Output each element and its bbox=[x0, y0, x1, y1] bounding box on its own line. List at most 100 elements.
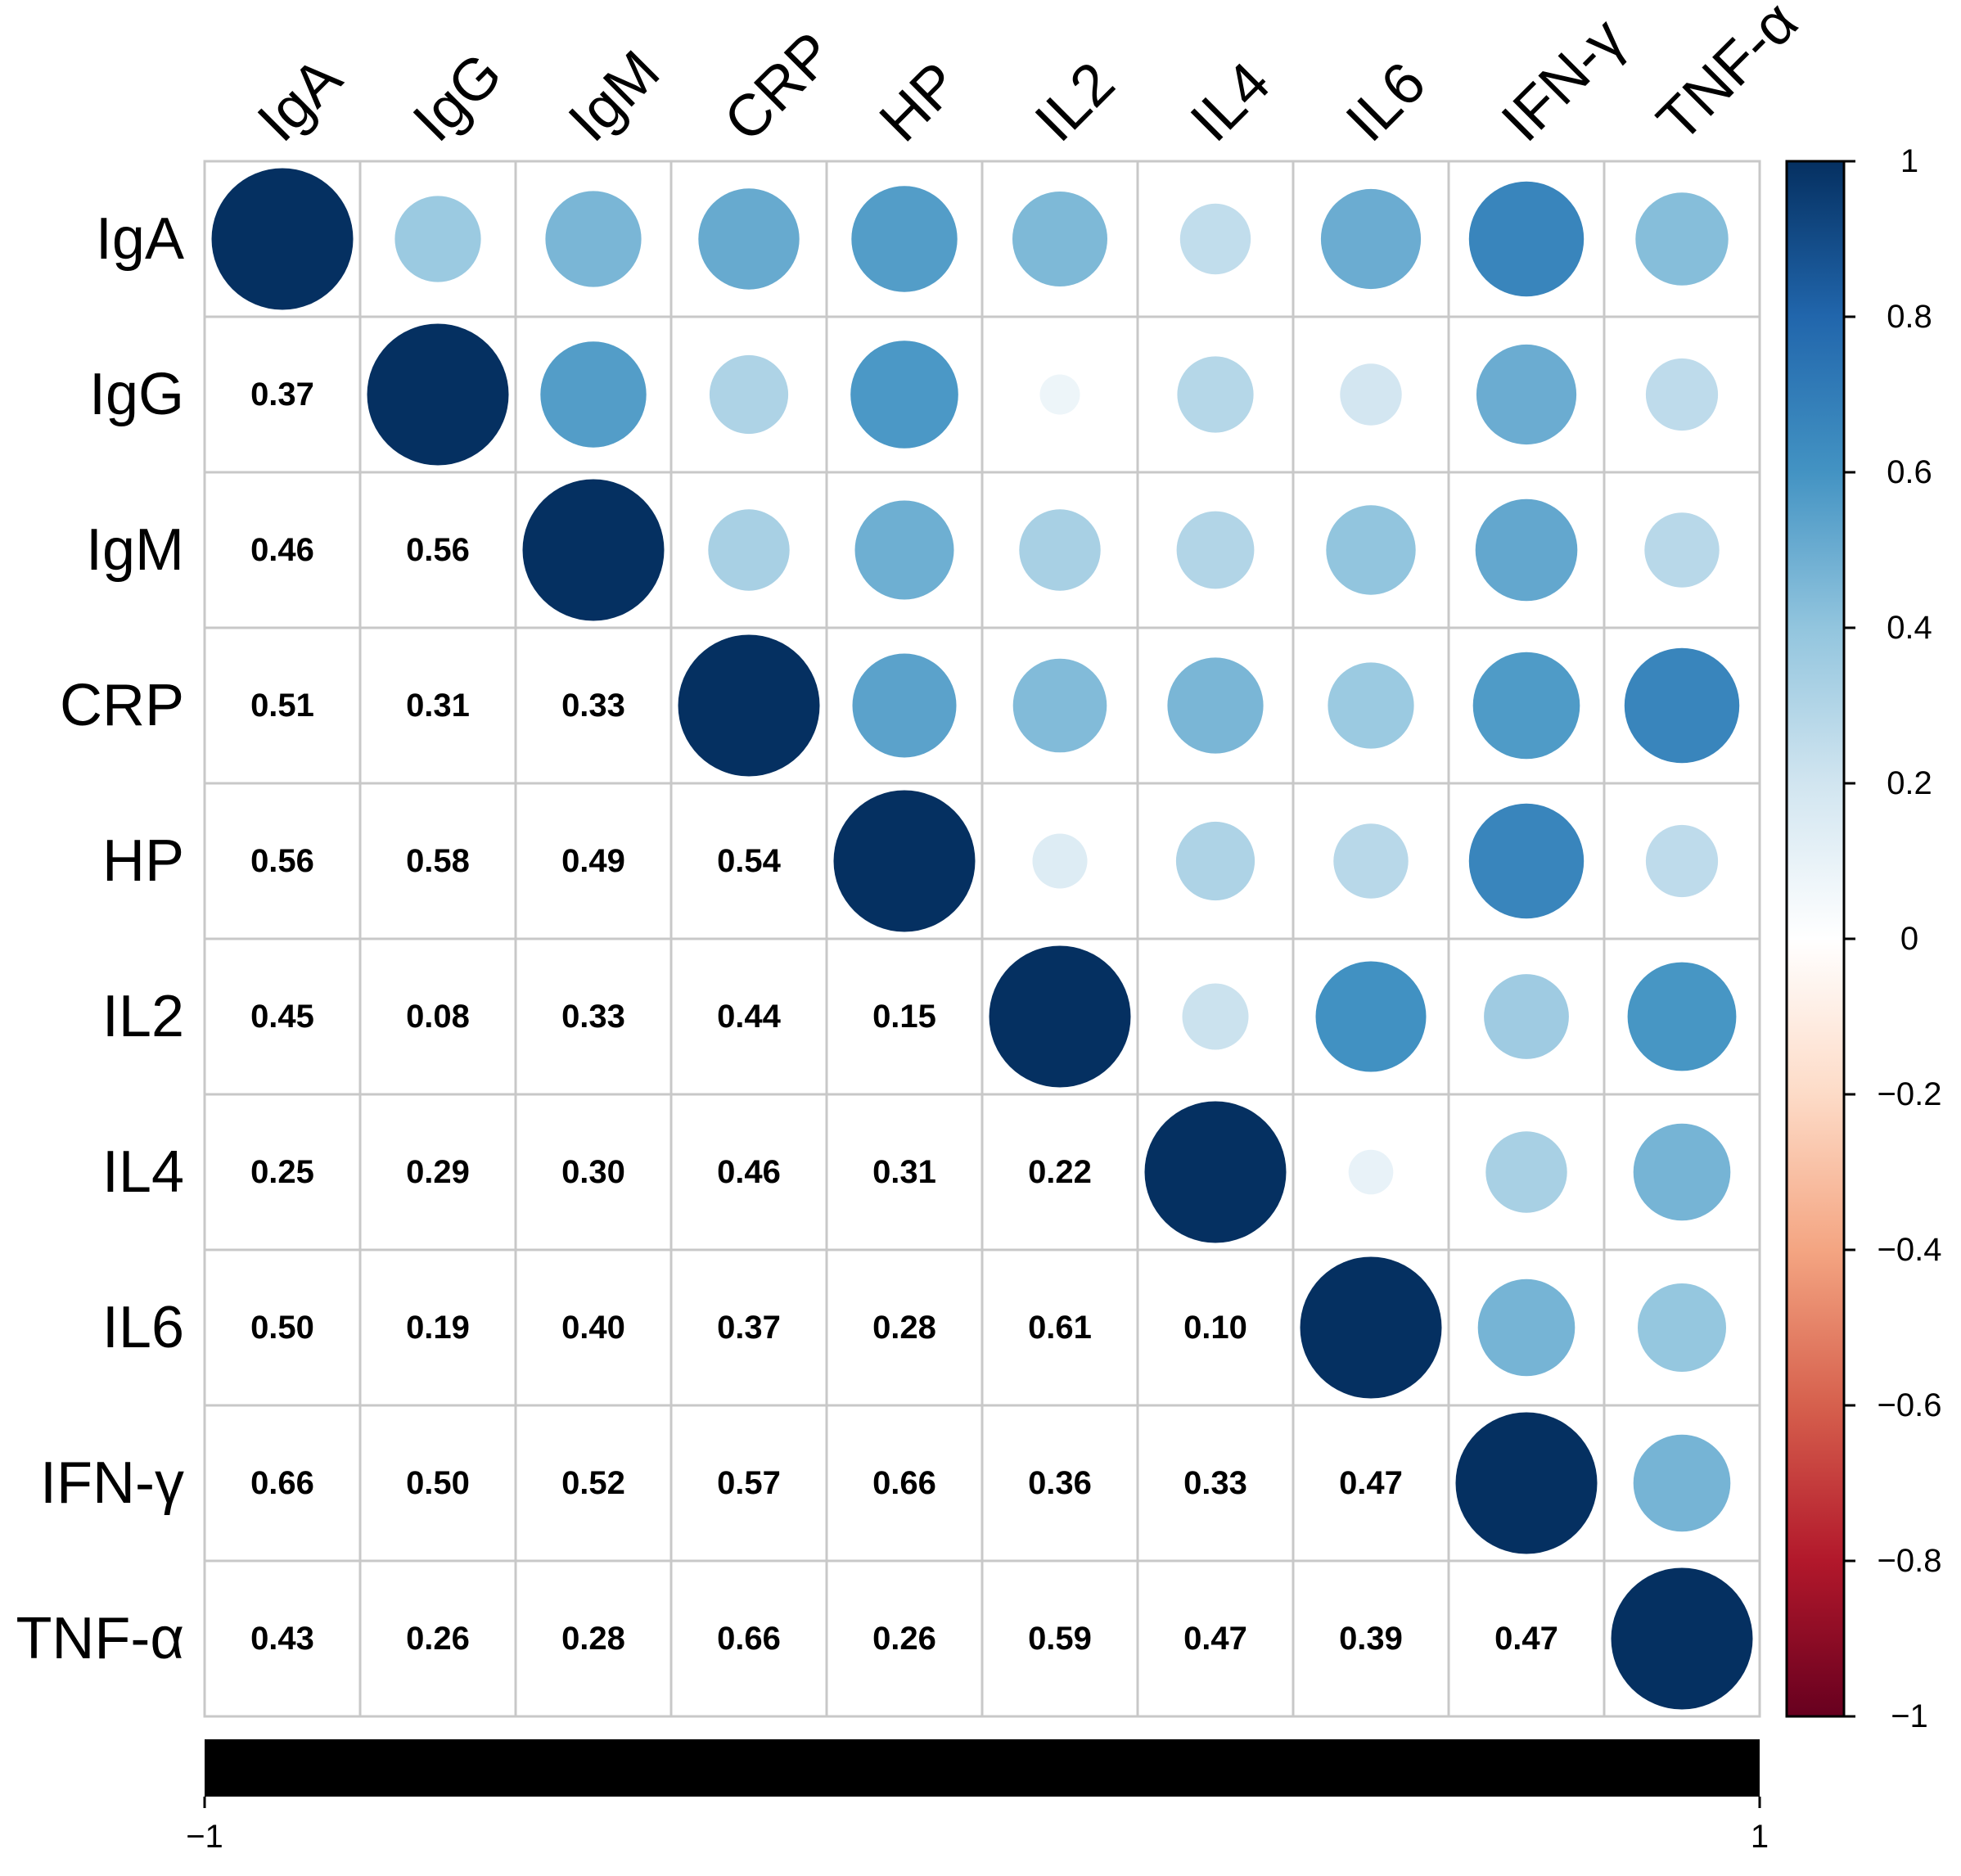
correlation-circle-HP-IFN-γ bbox=[1468, 803, 1585, 919]
correlation-value-IFN-γ-IgA: 0.66 bbox=[250, 1465, 314, 1501]
correlation-value-IgM-IgG: 0.56 bbox=[406, 532, 470, 568]
correlation-circle-IgA-IgM bbox=[545, 191, 642, 287]
correlation-circle-IgA-IFN-γ bbox=[1468, 181, 1585, 297]
correlation-circle-HP-HP bbox=[833, 790, 976, 932]
bottom-bar-label: 1 bbox=[1751, 1819, 1769, 1855]
correlation-circle-IgA-IgA bbox=[211, 168, 354, 310]
colorbar-tick-label: −0.6 bbox=[1878, 1387, 1942, 1423]
correlation-circle-IL4-IL6 bbox=[1348, 1149, 1394, 1195]
colorbar-tick-label: 0 bbox=[1900, 921, 1918, 957]
row-label-IFN-γ: IFN-γ bbox=[40, 1450, 184, 1516]
correlation-value-TNF-α-IL4: 0.47 bbox=[1183, 1621, 1247, 1657]
correlation-value-IL4-IgM: 0.30 bbox=[561, 1154, 625, 1190]
correlation-value-TNF-α-IgM: 0.28 bbox=[561, 1621, 625, 1657]
colorbar-tick-label: 0.4 bbox=[1887, 610, 1932, 646]
correlation-value-IL6-HP: 0.28 bbox=[872, 1310, 936, 1346]
correlation-circle-IgA-TNF-α bbox=[1635, 192, 1729, 286]
correlation-circle-IL2-IL6 bbox=[1315, 961, 1427, 1072]
correlation-circle-IL2-IL2 bbox=[989, 945, 1131, 1088]
correlation-value-IL6-IL2: 0.61 bbox=[1028, 1310, 1092, 1346]
column-label-IL6: IL6 bbox=[1334, 50, 1438, 154]
correlation-value-IL2-HP: 0.15 bbox=[872, 999, 936, 1035]
correlation-value-IgM-IgA: 0.46 bbox=[250, 532, 314, 568]
correlation-value-CRP-IgG: 0.31 bbox=[406, 688, 470, 724]
colorbar-tick-label: 0.2 bbox=[1887, 765, 1932, 801]
correlation-circle-IL6-IL6 bbox=[1300, 1256, 1442, 1399]
row-label-IL2: IL2 bbox=[102, 984, 184, 1049]
correlation-circle-IgM-HP bbox=[854, 500, 954, 600]
correlation-circle-IL4-IFN-γ bbox=[1485, 1131, 1567, 1213]
row-label-IgA: IgA bbox=[96, 206, 184, 272]
correlation-value-IL6-CRP: 0.37 bbox=[717, 1310, 781, 1346]
column-label-CRP: CRP bbox=[712, 20, 846, 154]
correlation-circle-IL4-IL4 bbox=[1144, 1101, 1287, 1243]
correlation-circle-IgG-IgG bbox=[367, 323, 509, 466]
correlation-circle-IgA-CRP bbox=[698, 188, 800, 290]
correlation-value-IL2-IgG: 0.08 bbox=[406, 999, 470, 1035]
correlation-circle-IgG-IgM bbox=[540, 341, 647, 448]
correlation-circle-CRP-IL2 bbox=[1012, 658, 1107, 753]
correlation-circle-IgM-CRP bbox=[708, 509, 790, 591]
correlation-value-IL6-IL4: 0.10 bbox=[1183, 1310, 1247, 1346]
correlation-circle-CRP-IFN-γ bbox=[1472, 652, 1580, 760]
correlation-value-IgG-IgA: 0.37 bbox=[250, 377, 314, 413]
correlation-circle-IL6-IFN-γ bbox=[1477, 1278, 1576, 1377]
correlation-circle-IgM-TNF-α bbox=[1644, 512, 1720, 588]
correlation-circle-IgM-IFN-γ bbox=[1475, 498, 1578, 602]
correlation-marks: 0.37 0.46 0.56 0.51 0.31 0.33 0.56 0.58 0.49 0.54… bbox=[211, 168, 1753, 1710]
correlation-value-TNF-α-HP: 0.26 bbox=[872, 1621, 936, 1657]
correlation-circle-IFN-γ-TNF-α bbox=[1633, 1434, 1731, 1532]
correlation-value-IL2-IgA: 0.45 bbox=[250, 999, 314, 1035]
correlation-value-IL4-IgA: 0.25 bbox=[250, 1154, 314, 1190]
correlation-value-HP-IgA: 0.56 bbox=[250, 843, 314, 879]
correlation-value-TNF-α-IL6: 0.39 bbox=[1339, 1621, 1403, 1657]
correlation-circle-HP-IL4 bbox=[1175, 821, 1255, 901]
correlation-value-IFN-γ-IgG: 0.50 bbox=[406, 1465, 470, 1501]
column-label-IL4: IL4 bbox=[1179, 50, 1283, 154]
color-legend: 1 0.8 0.6 0.4 0.2 0 −0.2 −0.4 −0.6 −0.8 −1 bbox=[1785, 143, 1942, 1734]
correlation-value-IL4-HP: 0.31 bbox=[872, 1154, 936, 1190]
correlation-circle-IgM-IL6 bbox=[1326, 505, 1416, 595]
correlation-value-IL6-IgA: 0.50 bbox=[250, 1310, 314, 1346]
correlation-circle-IFN-γ-IFN-γ bbox=[1455, 1412, 1598, 1554]
correlation-circle-IgG-IL6 bbox=[1340, 363, 1402, 426]
column-label-TNF-α: TNF-α bbox=[1645, 0, 1810, 154]
correlation-circle-TNF-α-TNF-α bbox=[1611, 1567, 1753, 1710]
correlation-circle-IgG-IL2 bbox=[1039, 374, 1080, 415]
correlation-value-IL4-IgG: 0.29 bbox=[406, 1154, 470, 1190]
row-label-TNF-α: TNF-α bbox=[16, 1606, 184, 1671]
correlation-value-IFN-γ-IL4: 0.33 bbox=[1183, 1465, 1247, 1501]
correlation-circle-IL6-TNF-α bbox=[1638, 1283, 1726, 1372]
correlation-circle-CRP-TNF-α bbox=[1624, 647, 1740, 764]
correlation-circle-IgG-IL4 bbox=[1177, 356, 1254, 433]
colorbar-tick-label: −0.2 bbox=[1878, 1076, 1942, 1112]
column-label-IgM: IgM bbox=[557, 38, 672, 154]
column-label-IL2: IL2 bbox=[1023, 50, 1127, 154]
correlation-circle-IgM-IL2 bbox=[1019, 509, 1101, 591]
row-label-IgG: IgG bbox=[89, 362, 184, 427]
correlation-circle-IgA-IL6 bbox=[1320, 188, 1422, 290]
correlation-value-TNF-α-IL2: 0.59 bbox=[1028, 1621, 1092, 1657]
correlation-circle-IgA-HP bbox=[851, 186, 958, 292]
correlation-value-IFN-γ-IgM: 0.52 bbox=[561, 1465, 625, 1501]
correlation-value-IL4-IL2: 0.22 bbox=[1028, 1154, 1092, 1190]
correlation-value-IFN-γ-CRP: 0.57 bbox=[717, 1465, 781, 1501]
correlation-value-IFN-γ-HP: 0.66 bbox=[872, 1465, 936, 1501]
bottom-bar bbox=[205, 1739, 1760, 1797]
correlation-circle-IgG-CRP bbox=[709, 354, 789, 435]
correlation-circle-HP-TNF-α bbox=[1645, 824, 1719, 898]
bottom-bar-label: −1 bbox=[186, 1819, 223, 1855]
colorbar-tick-label: −0.4 bbox=[1878, 1232, 1942, 1268]
correlation-circle-CRP-IL4 bbox=[1167, 657, 1264, 754]
correlation-circle-CRP-IL6 bbox=[1328, 662, 1414, 749]
correlation-circle-IgG-HP bbox=[850, 340, 958, 449]
row-label-CRP: CRP bbox=[60, 673, 184, 738]
colorbar-tick-label: 0.6 bbox=[1887, 454, 1932, 490]
correlation-circle-CRP-HP bbox=[852, 653, 957, 758]
correlation-value-HP-CRP: 0.54 bbox=[717, 843, 782, 879]
colorbar-tick-label: 1 bbox=[1900, 143, 1918, 179]
correlation-value-CRP-IgM: 0.33 bbox=[561, 688, 625, 724]
correlation-circle-IgG-TNF-α bbox=[1645, 358, 1719, 431]
correlation-circle-IgA-IL2 bbox=[1012, 192, 1107, 286]
colorbar-tick-label: −1 bbox=[1891, 1698, 1928, 1734]
